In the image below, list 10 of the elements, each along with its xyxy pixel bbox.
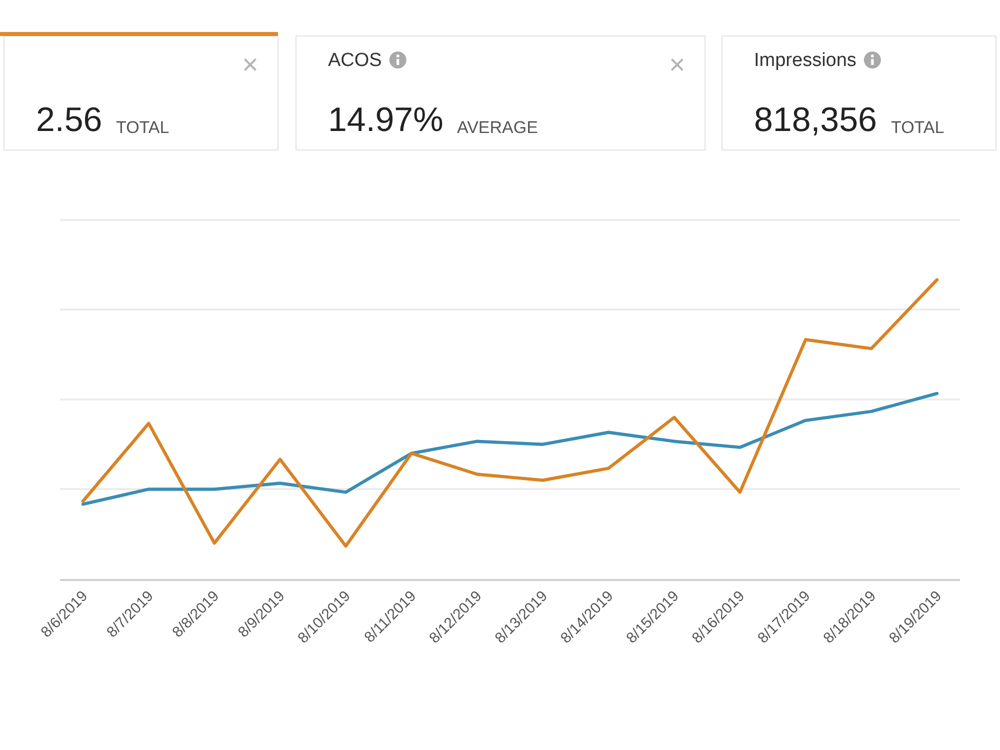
text: × (242, 49, 258, 80)
text: 818,356 (754, 101, 877, 139)
text: 2.56 (36, 101, 102, 139)
text: TOTAL (116, 118, 170, 137)
text: AVERAGE (457, 118, 538, 137)
text: ACOS (328, 50, 382, 71)
text: TOTAL (891, 118, 944, 137)
text: × (669, 49, 686, 80)
text: Impressions (754, 50, 856, 71)
text: 14.97% (328, 101, 444, 139)
